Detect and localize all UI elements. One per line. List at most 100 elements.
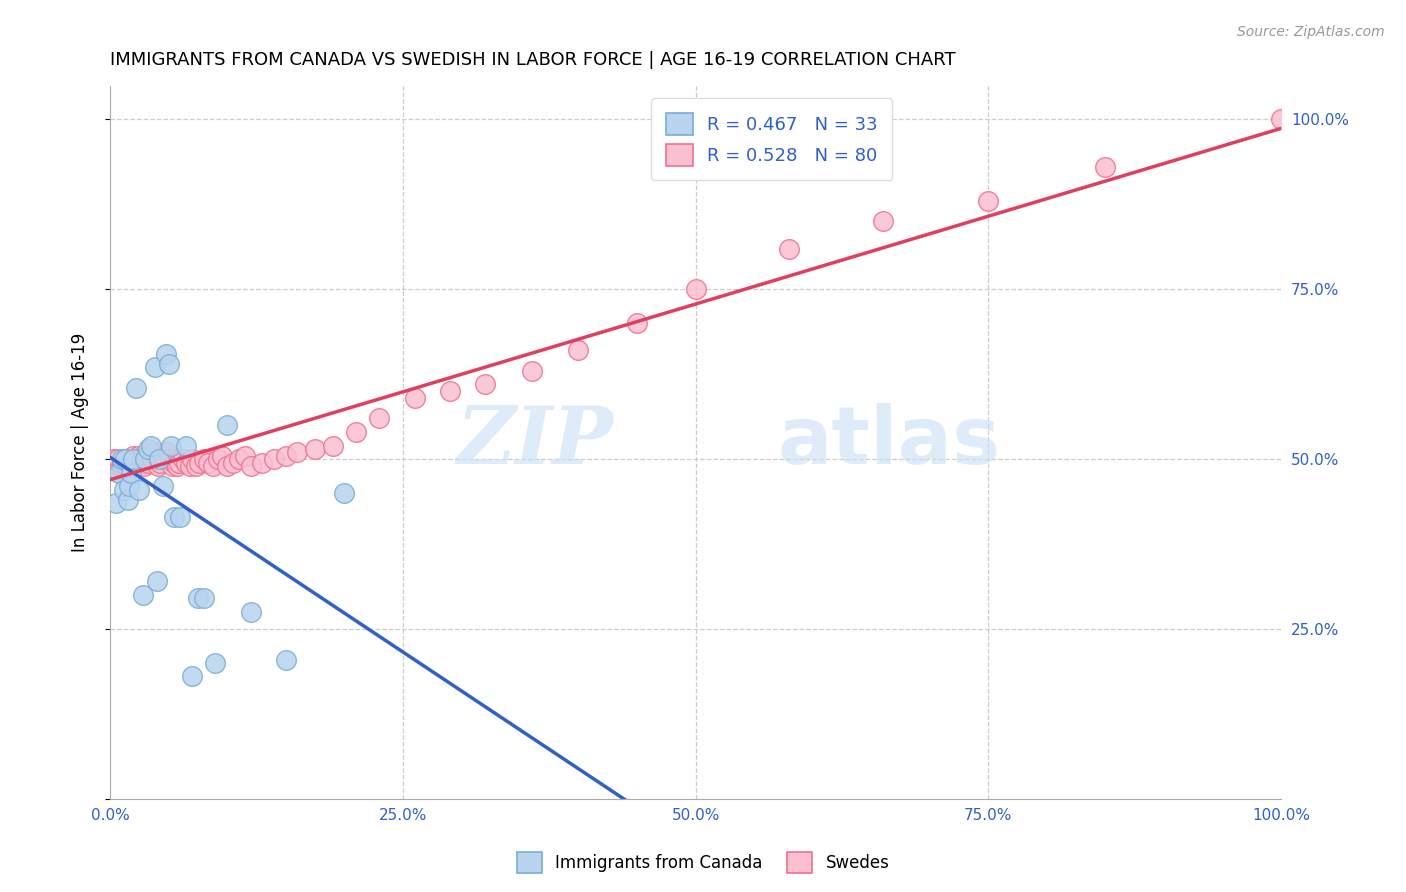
- Point: [111, 452, 134, 467]
- Point: [107, 452, 129, 467]
- Point: [211, 449, 233, 463]
- Point: [104, 458, 127, 473]
- Point: [120, 452, 142, 467]
- Y-axis label: In Labor Force | Age 16-19: In Labor Force | Age 16-19: [72, 333, 89, 552]
- Legend: R = 0.467   N = 33, R = 0.528   N = 80: R = 0.467 N = 33, R = 0.528 N = 80: [651, 98, 893, 180]
- Point: [287, 445, 309, 459]
- Text: IMMIGRANTS FROM CANADA VS SWEDISH IN LABOR FORCE | AGE 16-19 CORRELATION CHART: IMMIGRANTS FROM CANADA VS SWEDISH IN LAB…: [110, 51, 956, 69]
- Point: [132, 458, 155, 473]
- Point: [160, 438, 183, 452]
- Point: [146, 458, 169, 473]
- Point: [118, 458, 141, 473]
- Point: [193, 591, 215, 606]
- Point: [159, 452, 181, 467]
- Point: [163, 456, 186, 470]
- Point: [174, 438, 197, 452]
- Point: [252, 456, 274, 470]
- Point: [872, 214, 894, 228]
- Point: [117, 492, 139, 507]
- Point: [108, 466, 131, 480]
- Legend: Immigrants from Canada, Swedes: Immigrants from Canada, Swedes: [510, 846, 896, 880]
- Point: [977, 194, 1000, 208]
- Text: ZIP: ZIP: [457, 403, 613, 481]
- Point: [239, 605, 262, 619]
- Point: [153, 452, 176, 467]
- Point: [128, 452, 150, 467]
- Point: [138, 445, 160, 459]
- Point: [520, 364, 543, 378]
- Point: [124, 458, 146, 473]
- Text: Source: ZipAtlas.com: Source: ZipAtlas.com: [1237, 25, 1385, 39]
- Point: [156, 445, 179, 459]
- Point: [439, 384, 461, 399]
- Point: [110, 458, 132, 473]
- Point: [139, 452, 162, 467]
- Point: [103, 452, 125, 467]
- Point: [152, 449, 174, 463]
- Point: [108, 466, 131, 480]
- Point: [125, 456, 148, 470]
- Point: [233, 449, 256, 463]
- Point: [1270, 112, 1292, 127]
- Point: [146, 574, 169, 589]
- Point: [127, 449, 149, 463]
- Point: [118, 479, 141, 493]
- Point: [115, 458, 138, 473]
- Point: [187, 591, 209, 606]
- Point: [567, 343, 589, 358]
- Point: [112, 483, 135, 497]
- Point: [132, 449, 155, 463]
- Point: [274, 652, 297, 666]
- Point: [778, 242, 800, 256]
- Point: [1094, 160, 1116, 174]
- Point: [222, 456, 245, 470]
- Point: [121, 456, 143, 470]
- Point: [157, 357, 180, 371]
- Point: [136, 456, 159, 470]
- Point: [685, 282, 707, 296]
- Point: [167, 456, 190, 470]
- Point: [132, 588, 155, 602]
- Point: [204, 656, 226, 670]
- Point: [122, 449, 145, 463]
- Point: [117, 452, 139, 467]
- Point: [228, 452, 250, 467]
- Point: [143, 445, 166, 459]
- Point: [125, 381, 148, 395]
- Point: [217, 458, 239, 473]
- Point: [217, 418, 239, 433]
- Point: [128, 483, 150, 497]
- Point: [304, 442, 326, 456]
- Point: [118, 456, 141, 470]
- Point: [141, 452, 163, 467]
- Point: [188, 456, 211, 470]
- Point: [136, 442, 159, 456]
- Point: [155, 347, 177, 361]
- Point: [239, 458, 262, 473]
- Text: atlas: atlas: [778, 403, 1001, 481]
- Point: [344, 425, 367, 439]
- Point: [111, 456, 134, 470]
- Point: [322, 438, 344, 452]
- Point: [174, 456, 197, 470]
- Point: [152, 479, 174, 493]
- Point: [474, 377, 496, 392]
- Point: [111, 462, 134, 476]
- Point: [149, 456, 172, 470]
- Point: [125, 452, 148, 467]
- Point: [135, 449, 157, 463]
- Point: [131, 452, 153, 467]
- Point: [404, 391, 426, 405]
- Point: [333, 486, 356, 500]
- Point: [146, 452, 169, 467]
- Point: [114, 452, 136, 467]
- Point: [134, 452, 156, 467]
- Point: [626, 316, 648, 330]
- Point: [181, 669, 204, 683]
- Point: [139, 449, 162, 463]
- Point: [129, 456, 152, 470]
- Point: [197, 456, 219, 470]
- Point: [104, 496, 127, 510]
- Point: [134, 452, 156, 467]
- Point: [122, 452, 145, 467]
